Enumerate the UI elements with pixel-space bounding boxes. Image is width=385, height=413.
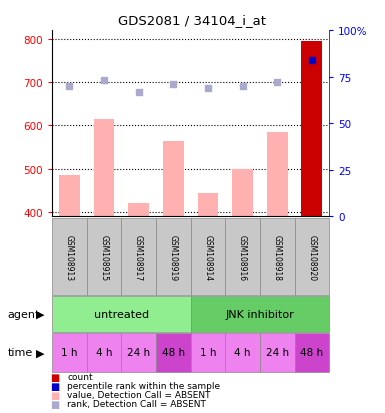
Bar [59, 176, 80, 217]
Text: percentile rank within the sample: percentile rank within the sample [67, 381, 221, 390]
Point [101, 78, 107, 84]
Text: GSM108914: GSM108914 [203, 234, 213, 280]
Point [170, 81, 176, 88]
Text: ■: ■ [50, 399, 59, 409]
Text: 1 h: 1 h [200, 347, 216, 358]
Text: rank, Detection Call = ABSENT: rank, Detection Call = ABSENT [67, 399, 206, 408]
Text: time: time [8, 347, 33, 358]
Text: value, Detection Call = ABSENT: value, Detection Call = ABSENT [67, 390, 211, 399]
Text: 48 h: 48 h [300, 347, 323, 358]
Bar [301, 42, 322, 217]
Text: 48 h: 48 h [162, 347, 185, 358]
Text: GSM108915: GSM108915 [99, 234, 109, 280]
Point [274, 80, 280, 86]
Bar [232, 169, 253, 217]
Text: GSM108913: GSM108913 [65, 234, 74, 280]
Point [309, 57, 315, 64]
Text: ▶: ▶ [36, 347, 45, 358]
Bar [267, 133, 288, 217]
Point [205, 85, 211, 92]
Text: 4 h: 4 h [234, 347, 251, 358]
Text: 1 h: 1 h [61, 347, 77, 358]
Text: ■: ■ [50, 381, 59, 391]
Bar [198, 193, 218, 217]
Text: GDS2081 / 34104_i_at: GDS2081 / 34104_i_at [119, 14, 266, 27]
Text: JNK inhibitor: JNK inhibitor [226, 309, 294, 319]
Text: GSM108919: GSM108919 [169, 234, 178, 280]
Point [239, 83, 246, 90]
Text: GSM108916: GSM108916 [238, 234, 247, 280]
Bar [163, 141, 184, 217]
Point [136, 89, 142, 95]
Point [66, 83, 72, 90]
Text: GSM108920: GSM108920 [307, 234, 316, 280]
Text: agent: agent [8, 309, 40, 319]
Text: ▶: ▶ [36, 309, 45, 319]
Bar [128, 204, 149, 217]
Bar [94, 120, 114, 217]
Text: 24 h: 24 h [266, 347, 289, 358]
Text: 4 h: 4 h [96, 347, 112, 358]
Text: ■: ■ [50, 372, 59, 382]
Text: GSM108918: GSM108918 [273, 234, 282, 280]
Text: ■: ■ [50, 390, 59, 400]
Text: untreated: untreated [94, 309, 149, 319]
Text: 24 h: 24 h [127, 347, 150, 358]
Text: GSM108917: GSM108917 [134, 234, 143, 280]
Text: count: count [67, 372, 93, 381]
